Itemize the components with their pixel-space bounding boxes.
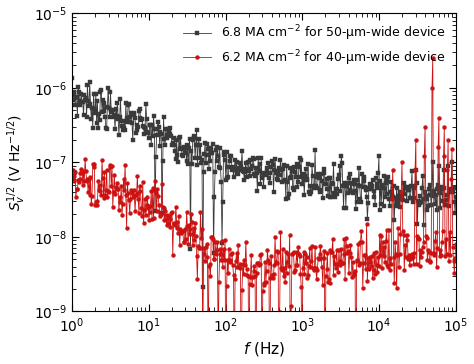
6.8 MA cm$^{-2}$ for 50-μm-wide device: [298, 158, 304, 162]
X-axis label: $f$ (Hz): $f$ (Hz): [243, 340, 285, 359]
Legend: 6.8 MA cm$^{-2}$ for 50-μm-wide device, 6.2 MA cm$^{-2}$ for 40-μm-wide device: 6.8 MA cm$^{-2}$ for 50-μm-wide device, …: [180, 20, 449, 71]
6.8 MA cm$^{-2}$ for 50-μm-wide device: [255, 189, 260, 193]
6.2 MA cm$^{-2}$ for 40-μm-wide device: [430, 56, 436, 60]
6.2 MA cm$^{-2}$ for 40-μm-wide device: [254, 271, 259, 275]
6.8 MA cm$^{-2}$ for 50-μm-wide device: [445, 193, 450, 198]
6.2 MA cm$^{-2}$ for 40-μm-wide device: [445, 138, 451, 142]
Line: 6.8 MA cm$^{-2}$ for 50-μm-wide device: 6.8 MA cm$^{-2}$ for 50-μm-wide device: [70, 76, 458, 289]
6.2 MA cm$^{-2}$ for 40-μm-wide device: [252, 264, 257, 268]
6.8 MA cm$^{-2}$ for 50-μm-wide device: [384, 178, 390, 182]
6.2 MA cm$^{-2}$ for 40-μm-wide device: [278, 229, 283, 234]
6.8 MA cm$^{-2}$ for 50-μm-wide device: [278, 158, 283, 162]
6.8 MA cm$^{-2}$ for 50-μm-wide device: [69, 75, 75, 80]
6.8 MA cm$^{-2}$ for 50-μm-wide device: [252, 174, 258, 179]
6.2 MA cm$^{-2}$ for 40-μm-wide device: [69, 176, 75, 180]
6.2 MA cm$^{-2}$ for 40-μm-wide device: [384, 263, 390, 267]
6.2 MA cm$^{-2}$ for 40-μm-wide device: [453, 242, 459, 246]
Line: 6.2 MA cm$^{-2}$ for 40-μm-wide device: 6.2 MA cm$^{-2}$ for 40-μm-wide device: [70, 56, 458, 364]
Y-axis label: $S_v^{1/2}$ (V Hz$^{-1/2}$): $S_v^{1/2}$ (V Hz$^{-1/2}$): [6, 114, 28, 211]
6.8 MA cm$^{-2}$ for 50-μm-wide device: [453, 195, 459, 199]
6.8 MA cm$^{-2}$ for 50-μm-wide device: [200, 285, 206, 289]
6.2 MA cm$^{-2}$ for 40-μm-wide device: [298, 285, 304, 289]
